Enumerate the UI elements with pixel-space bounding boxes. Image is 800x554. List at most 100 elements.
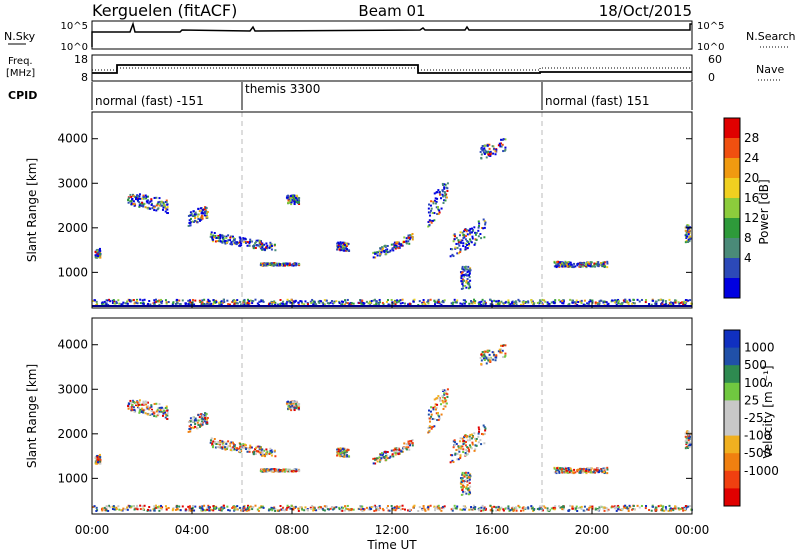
- velocity-cell: [132, 406, 135, 409]
- velocity-cell: [459, 508, 462, 511]
- velocity-cell: [246, 447, 249, 450]
- velocity-cell: [379, 453, 382, 456]
- velocity-cell: [494, 356, 497, 359]
- power-cell: [589, 298, 592, 301]
- velocity-cell: [284, 470, 286, 473]
- velocity-cell: [467, 476, 470, 479]
- velocity-cell: [538, 507, 541, 510]
- velocity-cell: [274, 468, 277, 471]
- velocity-cell: [530, 505, 533, 508]
- velocity-cell: [623, 506, 626, 509]
- power-cell: [233, 239, 236, 242]
- velocity-cell: [113, 506, 116, 509]
- power-cell: [400, 244, 403, 247]
- velocity-colorbar-tick: 500: [744, 358, 767, 372]
- velocity-cell: [464, 505, 467, 508]
- power-cell: [210, 302, 213, 305]
- velocity-cell: [585, 472, 588, 475]
- power-cell: [501, 143, 504, 146]
- power-cell: [436, 299, 439, 302]
- velocity-cell: [117, 505, 120, 508]
- velocity-cell: [400, 448, 403, 451]
- power-cell: [484, 302, 487, 305]
- velocity-cell: [179, 509, 182, 512]
- power-cell: [430, 219, 433, 222]
- velocity-cell: [463, 434, 466, 437]
- velocity-cell: [470, 507, 473, 510]
- velocity-cell: [166, 412, 169, 415]
- velocity-cell: [294, 505, 297, 508]
- velocity-cell: [227, 445, 230, 448]
- velocity-cell: [429, 504, 432, 507]
- power-cell: [393, 241, 396, 244]
- power-cell: [132, 202, 135, 205]
- velocity-cell: [270, 468, 273, 471]
- power-cell: [133, 204, 136, 207]
- velocity-cell: [343, 509, 346, 512]
- power-cell: [144, 206, 147, 209]
- velocity-cell: [436, 505, 439, 508]
- power-cell: [166, 208, 169, 211]
- velocity-cell: [207, 507, 210, 510]
- power-cell: [405, 240, 408, 243]
- power-cell: [471, 237, 474, 240]
- velocity-cell: [359, 505, 362, 508]
- power-cell: [315, 303, 318, 306]
- velocity-cell: [522, 509, 525, 512]
- velocity-cell: [295, 400, 298, 403]
- velocity-cell: [462, 490, 465, 493]
- velocity-cell: [480, 359, 483, 362]
- power-cell: [461, 303, 464, 306]
- power-cell: [687, 229, 690, 232]
- velocity-cell: [95, 462, 98, 465]
- velocity-cell: [326, 508, 329, 511]
- velocity-cell: [464, 444, 467, 447]
- power-cell: [155, 209, 158, 212]
- velocity-cell: [268, 508, 271, 511]
- velocity-cell: [97, 457, 100, 460]
- velocity-cell: [481, 504, 484, 507]
- velocity-cell: [95, 506, 98, 509]
- velocity-cell: [484, 350, 487, 353]
- freq-tick-bottom: 8: [81, 71, 88, 84]
- velocity-cell: [593, 468, 596, 471]
- beam-title: Beam 01: [358, 2, 425, 20]
- power-cell: [436, 197, 439, 200]
- velocity-cell: [165, 507, 168, 510]
- velocity-cell: [266, 470, 269, 473]
- velocity-cell: [687, 437, 690, 440]
- velocity-cell: [281, 508, 284, 511]
- velocity-cell: [468, 448, 471, 451]
- velocity-cell: [403, 442, 406, 445]
- power-cell: [286, 300, 289, 303]
- power-cell: [217, 234, 220, 237]
- velocity-cell: [571, 471, 574, 474]
- power-cell: [205, 212, 208, 215]
- velocity-cell: [499, 351, 502, 354]
- velocity-cell: [511, 508, 514, 511]
- velocity-cell: [674, 505, 677, 508]
- power-cell: [472, 229, 475, 232]
- velocity-cell: [568, 508, 571, 511]
- velocity-cell: [97, 461, 100, 464]
- velocity-cell: [488, 353, 491, 356]
- velocity-cell: [205, 418, 208, 421]
- power-cell: [461, 231, 464, 234]
- velocity-cell: [512, 509, 515, 512]
- power-cell: [279, 263, 282, 266]
- power-cell: [504, 146, 507, 149]
- velocity-cell: [427, 508, 430, 511]
- power-cell: [211, 240, 214, 243]
- velocity-cell: [457, 445, 460, 448]
- velocity-cell: [589, 504, 592, 507]
- velocity-cell: [591, 507, 594, 510]
- velocity-cell: [615, 509, 618, 512]
- power-cell: [594, 302, 597, 305]
- power-cell: [495, 148, 498, 151]
- power-cell: [297, 198, 300, 201]
- velocity-cell: [471, 436, 474, 439]
- velocity-cell: [384, 454, 387, 457]
- velocity-cell: [246, 507, 249, 510]
- power-cell: [474, 300, 477, 303]
- velocity-cell: [385, 459, 388, 462]
